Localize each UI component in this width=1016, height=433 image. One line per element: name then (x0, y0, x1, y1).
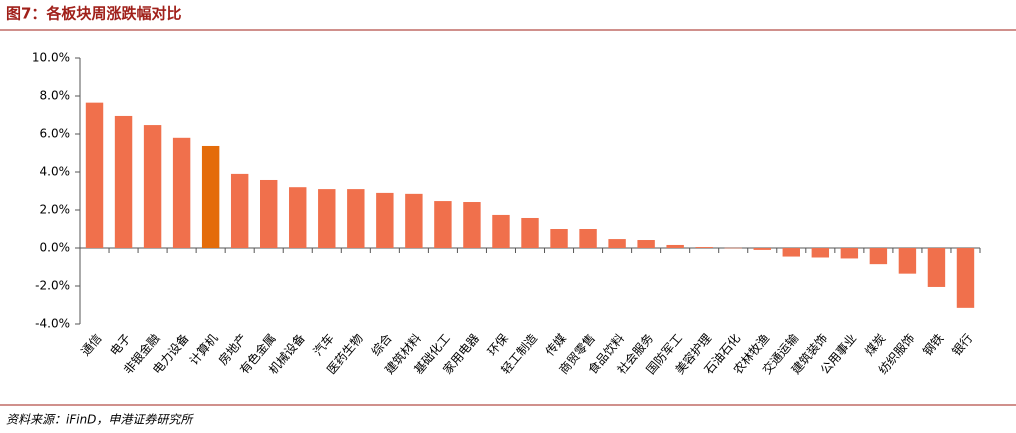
bar (347, 189, 365, 248)
y-tick-label: 8.0% (40, 89, 71, 103)
bar (608, 239, 626, 248)
x-tick-label: 环保 (485, 331, 511, 358)
y-tick-label: 10.0% (32, 51, 70, 65)
bar (695, 247, 713, 248)
y-tick-label: 4.0% (40, 165, 71, 179)
bar (579, 229, 597, 248)
bar (143, 125, 162, 248)
bar (898, 248, 917, 274)
source: 资料来源：iFinD，申港证券研究所 (6, 413, 194, 427)
y-tick-label: -4.0% (35, 317, 70, 331)
bar (463, 202, 481, 248)
bar (405, 193, 423, 248)
y-tick-label: -2.0% (35, 279, 70, 293)
y-tick-label: 6.0% (40, 127, 71, 141)
bar (85, 102, 104, 249)
bar (811, 248, 830, 258)
x-tick-label: 电子 (107, 331, 133, 358)
x-tick-label: 计算机 (186, 331, 221, 368)
bar (724, 247, 742, 249)
x-tick-label: 传媒 (542, 331, 569, 359)
bar (550, 229, 568, 248)
bar (318, 189, 336, 248)
bar (782, 248, 800, 257)
bar (260, 179, 278, 248)
x-tick-label: 通信 (78, 331, 104, 358)
bar (376, 192, 394, 248)
chart-title: 图7：各板块周涨跌幅对比 (6, 5, 181, 23)
bar (114, 115, 133, 248)
y-tick-label: 2.0% (40, 203, 71, 217)
bar (521, 217, 539, 248)
x-tick-label: 综合 (368, 331, 395, 359)
bar (289, 187, 307, 248)
bar (230, 173, 249, 248)
bar (492, 214, 510, 248)
bar (201, 145, 220, 248)
bar (637, 240, 655, 248)
bar (666, 244, 684, 248)
y-tick-label: 0.0% (40, 241, 71, 255)
bar (172, 137, 191, 248)
x-tick-label: 煤炭 (862, 331, 888, 358)
bar (753, 248, 771, 250)
bar (869, 248, 888, 265)
bar (927, 248, 946, 287)
x-tick-label: 钢铁 (920, 331, 946, 358)
bar (434, 201, 452, 248)
x-tick-label: 银行 (949, 331, 975, 358)
bar (956, 248, 975, 308)
bar (840, 248, 859, 259)
x-tick-label: 汽车 (310, 331, 337, 359)
